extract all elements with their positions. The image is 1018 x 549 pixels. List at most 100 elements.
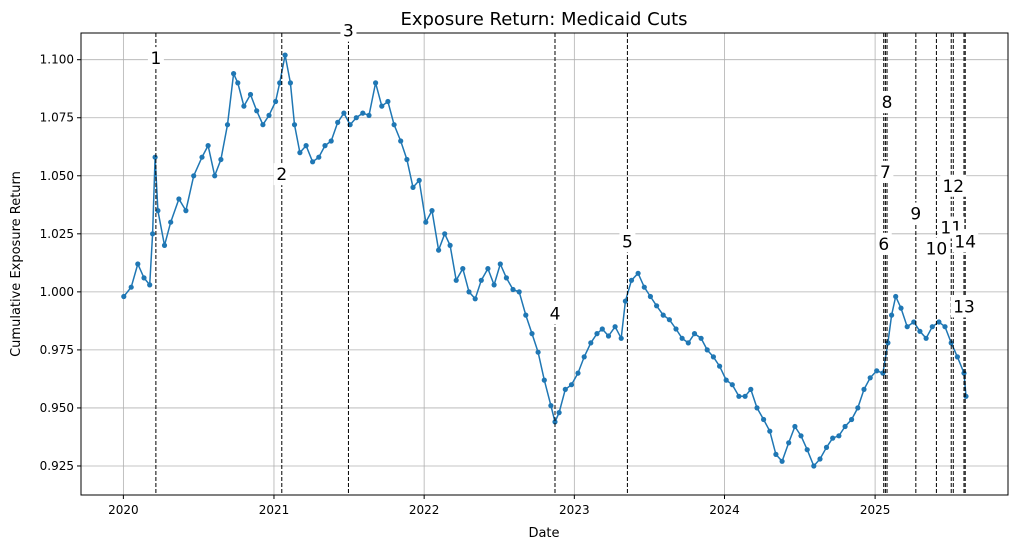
data-point [581,354,587,360]
event-label: 8 [882,93,893,113]
data-point [605,333,612,339]
data-point [936,319,942,325]
data-point [622,298,629,304]
data-point [218,156,224,163]
y-tick-label: 1.100 [40,53,74,67]
event-label-background [147,47,164,70]
data-point [804,447,810,453]
data-point [247,91,254,98]
data-point [849,416,855,423]
data-point [893,293,899,300]
data-point [310,159,316,165]
data-point [235,80,241,86]
data-point [666,317,673,323]
data-point [291,122,298,128]
event-label-background [273,163,290,186]
data-point [654,303,660,309]
data-point [322,143,328,149]
y-tick-label: 1.050 [40,169,74,183]
data-point [205,143,211,149]
data-point [287,80,293,86]
data-point [685,340,691,346]
data-point [385,98,391,105]
data-point [335,119,341,125]
data-point [155,208,161,214]
data-point [588,340,594,346]
data-point [423,219,429,225]
data-point [516,289,522,295]
data-point [398,138,404,144]
data-point [436,247,442,253]
x-tick-label: 2024 [709,503,740,517]
data-point [277,80,283,86]
data-point [742,393,748,399]
event-label-background [923,237,950,260]
plot-frame [80,32,1009,496]
y-tick-label: 1.025 [40,227,74,241]
data-point [241,103,247,109]
event-label: 14 [954,232,976,252]
chart-title: Exposure Return: Medicaid Cuts [400,9,687,30]
data-point [673,326,679,332]
data-point [341,110,347,116]
data-point [628,277,635,283]
data-point [478,277,484,283]
data-point [416,177,422,183]
data-point [942,324,948,330]
data-point [874,368,880,374]
data-point [510,286,516,293]
data-point [147,282,153,288]
event-label-background [950,295,977,318]
data-point [704,347,710,353]
event-label: 9 [910,205,921,225]
data-point [798,433,804,439]
data-point [817,456,823,462]
data-point [698,335,704,341]
data-point [618,335,624,341]
data-point [729,382,735,388]
event-label: 5 [622,232,633,252]
data-point [266,112,272,118]
x-tick-label: 2023 [559,503,590,517]
y-axis-label: Cumulative Exposure Return [9,171,24,357]
event-label: 3 [343,22,354,42]
data-point [773,451,779,457]
data-point [176,196,182,202]
x-tick-label: 2020 [108,503,139,517]
data-point [779,458,785,464]
data-point [761,416,767,423]
data-point [135,261,141,267]
data-point [472,296,478,302]
event-label: 2 [276,165,287,185]
data-point [917,328,923,334]
data-point [736,393,742,399]
data-point [836,433,842,439]
data-point [366,112,372,118]
data-point [552,419,558,425]
data-point [786,440,792,446]
data-point [811,463,817,469]
data-point [954,354,961,360]
event-label-background [940,174,967,197]
data-point [594,331,600,337]
event-label: 10 [926,239,948,259]
data-point [748,386,754,392]
event-label-background [877,160,894,183]
data-point [717,363,723,369]
data-point [541,377,547,383]
data-point [679,335,685,341]
data-point [303,143,309,149]
data-point [466,289,472,295]
data-point [199,154,205,160]
data-point [121,293,127,300]
data-point [529,331,535,337]
data-point [823,444,830,450]
data-point [191,173,197,179]
data-point [328,138,334,144]
data-point [612,324,618,330]
y-tick-label: 0.925 [40,459,74,473]
x-axis-label: Date [528,526,559,541]
x-tick-label: 2022 [409,503,440,517]
data-point [360,110,366,116]
data-point [141,275,147,281]
